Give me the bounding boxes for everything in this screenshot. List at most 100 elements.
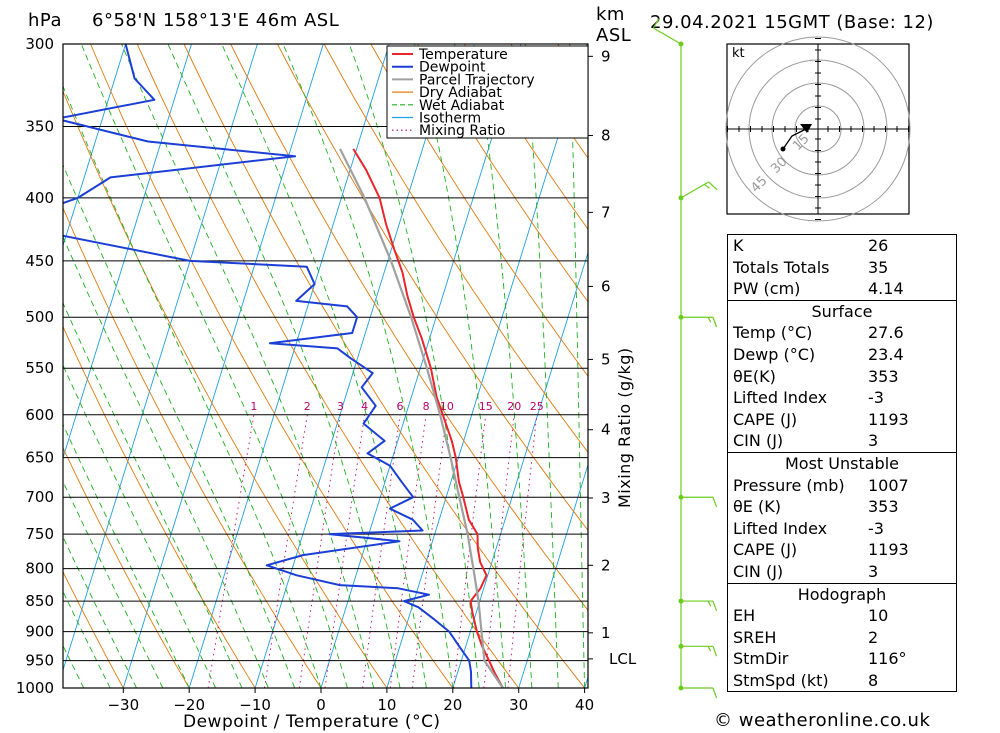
- isotherm-line: [63, 44, 127, 248]
- stat-label: StmDir: [733, 649, 789, 669]
- stat-label: CIN (J): [733, 431, 784, 451]
- series-temperature: [352, 148, 504, 688]
- stat-row: Totals Totals 35: [728, 257, 956, 279]
- most-unstable-title: Most Unstable: [785, 453, 899, 473]
- stat-label: Lifted Index: [733, 518, 828, 538]
- profile-lines: [63, 44, 504, 688]
- pressure-tick-label: 600: [25, 406, 54, 424]
- wet-adiabat-line: [473, 44, 533, 688]
- legend-item: Temperature: [418, 47, 508, 63]
- stat-row: PW (cm) 4.14: [728, 278, 956, 300]
- pressure-tick-label: 1000: [16, 679, 54, 697]
- mixing-ratio-label: 4: [361, 400, 368, 413]
- wind-barb-feather: [712, 687, 718, 699]
- site-credit: © weatheronline.co.uk: [714, 710, 931, 731]
- mixing-ratio-label: 15: [479, 400, 493, 413]
- height-tick-label: 2: [601, 556, 611, 574]
- height-tick-label: 1: [601, 624, 611, 642]
- stats-panel: K 26 Totals Totals 35 PW (cm) 4.14 Surface Te…: [727, 234, 957, 693]
- km-unit-label: km: [596, 4, 625, 25]
- isotherm-line: [188, 44, 390, 688]
- temperature-axis: −30 −20 −10 0 10 20 30 40: [107, 688, 594, 714]
- wind-barb-feather: [712, 317, 718, 328]
- stat-label: K: [733, 236, 744, 255]
- stat-value: 26: [868, 236, 889, 255]
- stat-row: CAPE (J) 1193: [728, 409, 956, 431]
- stat-label: EH: [733, 606, 756, 626]
- wet-adiabat-line: [282, 44, 454, 688]
- right-axis-title: Mixing Ratio (g/kg): [615, 347, 634, 508]
- wet-adiabat-line: [167, 44, 401, 688]
- temperature-tick-label: −10: [239, 696, 271, 714]
- stat-row: Temp (°C) 27.6: [728, 322, 956, 344]
- legend-item: Mixing Ratio: [419, 123, 505, 139]
- wind-barb-feather: [707, 646, 712, 652]
- indices-section: K 26 Totals Totals 35 PW (cm) 4.14: [728, 235, 956, 300]
- legend-box: [386, 45, 589, 139]
- background-grid: [63, 26, 1000, 688]
- stat-value: 2: [868, 627, 879, 647]
- stat-value: 353: [868, 497, 899, 517]
- wet-adiabat-line: [63, 590, 111, 688]
- wind-barb-feather: [712, 646, 718, 657]
- wet-adiabat-line: [63, 163, 296, 688]
- wet-adiabat-line: [63, 364, 217, 688]
- legend-item: Parcel Trajectory: [419, 72, 535, 88]
- mixing-ratio-label: 10: [440, 400, 454, 413]
- wet-adiabat-line: [524, 44, 559, 688]
- wet-adiabat-line: [80, 44, 348, 688]
- pressure-axis: 300 350 400 450 500 550 600 650 700 750 800 850 900 9…: [16, 35, 54, 697]
- dry-adiabat-line: [962, 26, 1000, 688]
- wet-adiabat-line: [414, 44, 506, 688]
- mixing-ratio-label: 6: [397, 400, 404, 413]
- asl-unit-label: ASL: [596, 25, 631, 46]
- pressure-tick-label: 800: [25, 560, 54, 578]
- temperature-tick-label: 40: [575, 696, 594, 714]
- stat-value: 3: [868, 561, 879, 581]
- pressure-tick-label: 450: [25, 252, 54, 270]
- dry-adiabat-line: [183, 44, 585, 688]
- hodograph-stats-section: Hodograph EH 10 SREH 2 StmDir 116° StmSpd (kt)…: [728, 582, 956, 692]
- legend-item: Wet Adiabat: [419, 98, 505, 114]
- temperature-tick-label: 30: [509, 696, 528, 714]
- height-tick-label: 4: [601, 421, 611, 439]
- wind-barb-shaft: [680, 181, 710, 199]
- stat-value: 27.6: [868, 323, 904, 343]
- stat-label: CIN (J): [733, 561, 784, 581]
- temperature-tick-label: −30: [107, 696, 139, 714]
- dry-adiabat-line: [136, 44, 520, 688]
- plot-frame: [62, 43, 589, 689]
- stat-label: Lifted Index: [733, 388, 828, 408]
- stat-value: 23.4: [868, 344, 904, 364]
- stat-row: CAPE (J) 1193: [728, 539, 956, 561]
- wind-barb-feather: [704, 183, 710, 189]
- stat-value: -3: [868, 388, 884, 408]
- isotherm-line: [63, 44, 258, 672]
- hodograph-ring: [725, 36, 911, 222]
- mixing-ratio-label: 3: [337, 400, 344, 413]
- dry-adiabat-line: [370, 44, 588, 378]
- wind-barb-feather: [707, 316, 712, 323]
- isotherm-line: [452, 251, 588, 688]
- mixing-ratio-label: 20: [507, 400, 521, 413]
- stat-label: θE(K): [733, 366, 776, 386]
- pressure-tick-label: 500: [25, 308, 54, 326]
- height-tick-label: 5: [601, 350, 611, 368]
- height-tick-label: LCL: [609, 650, 637, 668]
- isotherm-line: [122, 44, 324, 688]
- stat-label: CAPE (J): [733, 409, 798, 429]
- pressure-tick-label: 850: [25, 592, 54, 610]
- wet-adiabat-line: [63, 423, 190, 688]
- stat-value: 8: [868, 670, 879, 690]
- height-tick-label: 8: [601, 127, 611, 145]
- dry-adiabat-line: [63, 90, 388, 688]
- stat-row: K 26: [728, 235, 956, 257]
- pressure-tick-label: 350: [25, 117, 54, 135]
- wind-barb-feather: [708, 181, 718, 191]
- isotherm-line: [518, 463, 588, 688]
- hpa-unit-label: hPa: [28, 10, 62, 31]
- temperature-tick-label: 0: [316, 696, 326, 714]
- stat-row: CIN (J) 3: [728, 561, 956, 583]
